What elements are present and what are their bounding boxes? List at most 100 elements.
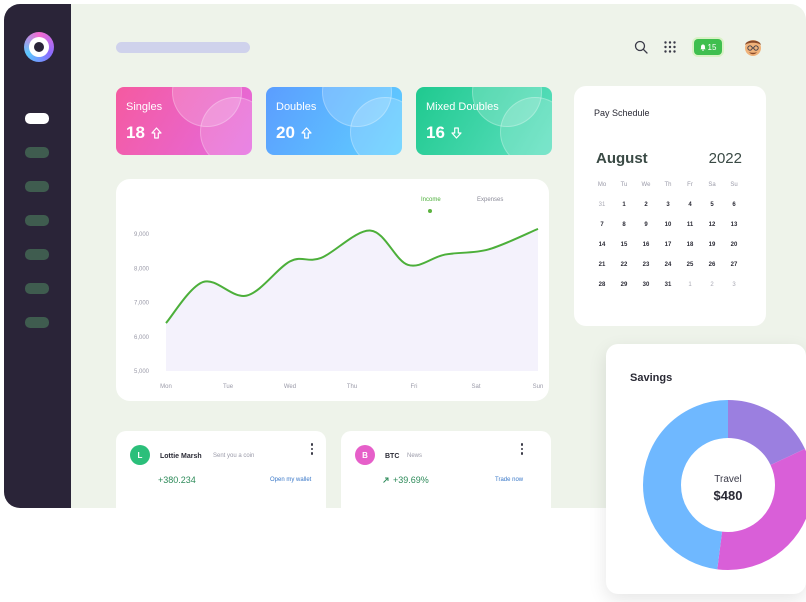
stat-label: Singles xyxy=(126,101,163,113)
trend-up-icon xyxy=(383,477,389,483)
x-tick-label: Wed xyxy=(284,384,296,390)
calendar-day[interactable]: 17 xyxy=(664,242,672,248)
open-wallet-link[interactable]: Open my wallet xyxy=(270,477,312,483)
nav-item-4[interactable] xyxy=(25,215,49,226)
donut-segment[interactable] xyxy=(643,400,806,570)
y-tick-label: 6,000 xyxy=(134,335,150,341)
calendar-day[interactable]: 25 xyxy=(686,262,694,268)
transaction-subtitle: Sent you a coin xyxy=(213,453,255,459)
calendar-day[interactable]: 21 xyxy=(598,262,606,268)
search-icon[interactable] xyxy=(634,40,648,54)
calendar-day[interactable]: 31 xyxy=(664,282,672,288)
app-logo[interactable] xyxy=(24,32,54,62)
savings-card: Savings Travel $480 xyxy=(606,344,806,594)
schedule-title: Pay Schedule xyxy=(594,108,650,118)
x-tick-label: Sat xyxy=(471,384,480,390)
nav-item-6[interactable] xyxy=(25,283,49,294)
calendar-grid: Mo Tu We Th Fr Sa Su 31 1 2 3 4 5 6 7 8 9 10 11 12 13 14 15 16 1… xyxy=(591,179,755,291)
calendar-day[interactable]: 18 xyxy=(686,242,694,248)
calendar-day[interactable]: 30 xyxy=(642,282,650,288)
stat-value: 20 xyxy=(276,123,312,143)
x-tick-label: Tue xyxy=(223,384,234,390)
more-options-icon[interactable] xyxy=(518,443,526,457)
stat-card-doubles[interactable]: Doubles 20 xyxy=(266,87,402,155)
calendar-day[interactable]: 4 xyxy=(688,202,692,208)
y-tick-label: 7,000 xyxy=(134,301,150,307)
income-chart-card: Income Expenses 9,000 8,000 7,000 6,000 5,00… xyxy=(116,179,549,401)
calendar-day[interactable]: 10 xyxy=(664,222,672,228)
calendar-day[interactable]: 31 xyxy=(598,202,606,208)
nav-item-1[interactable] xyxy=(25,113,49,124)
weekday-label: Su xyxy=(730,182,738,188)
legend-income[interactable]: Income xyxy=(421,197,441,203)
transaction-name: BTC xyxy=(385,453,400,460)
calendar-day[interactable]: 13 xyxy=(730,222,738,228)
calendar-day[interactable]: 3 xyxy=(666,202,670,208)
arrow-down-icon xyxy=(451,127,462,139)
calendar-day[interactable]: 3 xyxy=(732,282,736,288)
calendar-day[interactable]: 26 xyxy=(708,262,716,268)
savings-donut-chart xyxy=(643,400,806,570)
transaction-card-btc[interactable]: B BTC News +39.69% Trade now xyxy=(341,431,551,508)
x-tick-label: Sun xyxy=(533,384,544,390)
calendar-day[interactable]: 6 xyxy=(732,202,736,208)
stat-card-singles[interactable]: Singles 18 xyxy=(116,87,252,155)
y-tick-label: 5,000 xyxy=(134,369,150,375)
calendar-day[interactable]: 9 xyxy=(644,222,648,228)
x-tick-label: Mon xyxy=(160,384,172,390)
calendar-day[interactable]: 29 xyxy=(620,282,628,288)
savings-title: Savings xyxy=(630,372,673,384)
calendar-day[interactable]: 16 xyxy=(642,242,650,248)
apps-grid-icon[interactable] xyxy=(664,41,676,53)
calendar-day[interactable]: 20 xyxy=(730,242,738,248)
calendar-day[interactable]: 23 xyxy=(642,262,650,268)
calendar-day[interactable]: 7 xyxy=(600,222,604,228)
calendar-month[interactable]: August xyxy=(596,150,648,167)
avatar[interactable] xyxy=(742,36,764,58)
trade-now-link[interactable]: Trade now xyxy=(495,477,524,483)
transaction-amount: +39.69% xyxy=(393,475,429,485)
calendar-day[interactable]: 11 xyxy=(686,222,694,228)
transaction-card-lottie[interactable]: L Lottie Marsh Sent you a coin +380.234 … xyxy=(116,431,326,508)
more-options-icon[interactable] xyxy=(308,443,316,457)
calendar-day[interactable]: 2 xyxy=(644,202,648,208)
y-tick-label: 8,000 xyxy=(134,266,150,272)
stat-label: Mixed Doubles xyxy=(426,101,499,113)
calendar-day[interactable]: 27 xyxy=(730,262,738,268)
donut-segment[interactable] xyxy=(643,400,806,570)
stat-card-mixed-doubles[interactable]: Mixed Doubles 16 xyxy=(416,87,552,155)
calendar-day[interactable]: 15 xyxy=(620,242,628,248)
calendar-day[interactable]: 28 xyxy=(598,282,606,288)
calendar-day[interactable]: 22 xyxy=(620,262,628,268)
transaction-avatar: L xyxy=(130,445,150,465)
calendar-day[interactable]: 5 xyxy=(710,202,714,208)
weekday-label: We xyxy=(641,182,651,188)
calendar-day[interactable]: 2 xyxy=(710,282,714,288)
calendar-day[interactable]: 19 xyxy=(708,242,716,248)
x-tick-label: Fri xyxy=(411,384,418,390)
nav-item-2[interactable] xyxy=(25,147,49,158)
nav-item-5[interactable] xyxy=(25,249,49,260)
transaction-avatar: B xyxy=(355,445,375,465)
donut-center-value: $480 xyxy=(713,488,743,503)
notification-count: 15 xyxy=(707,42,717,52)
calendar-year[interactable]: 2022 xyxy=(708,150,742,167)
stat-value: 18 xyxy=(126,123,162,143)
notifications-button[interactable]: 15 xyxy=(694,39,722,55)
nav-item-3[interactable] xyxy=(25,181,49,192)
arrow-up-icon xyxy=(151,127,162,139)
income-line-chart: 9,000 8,000 7,000 6,000 5,000 Mon Tue Wed Thu Fri… xyxy=(134,227,544,390)
calendar-day[interactable]: 8 xyxy=(622,222,626,228)
calendar-day[interactable]: 1 xyxy=(622,202,626,208)
nav-item-7[interactable] xyxy=(25,317,49,328)
calendar-day[interactable]: 24 xyxy=(664,262,672,268)
donut-center-label: Travel xyxy=(714,474,742,485)
stat-number: 16 xyxy=(426,123,445,142)
calendar-day[interactable]: 1 xyxy=(688,282,692,288)
calendar-day[interactable]: 12 xyxy=(708,222,716,228)
pay-schedule-card: Pay Schedule August 2022 Mo Tu We Th Fr Sa Su 3… xyxy=(574,86,766,326)
legend-expenses[interactable]: Expenses xyxy=(477,197,504,203)
income-area-fill xyxy=(166,228,538,371)
search-input[interactable] xyxy=(116,42,250,53)
calendar-day[interactable]: 14 xyxy=(598,242,606,248)
